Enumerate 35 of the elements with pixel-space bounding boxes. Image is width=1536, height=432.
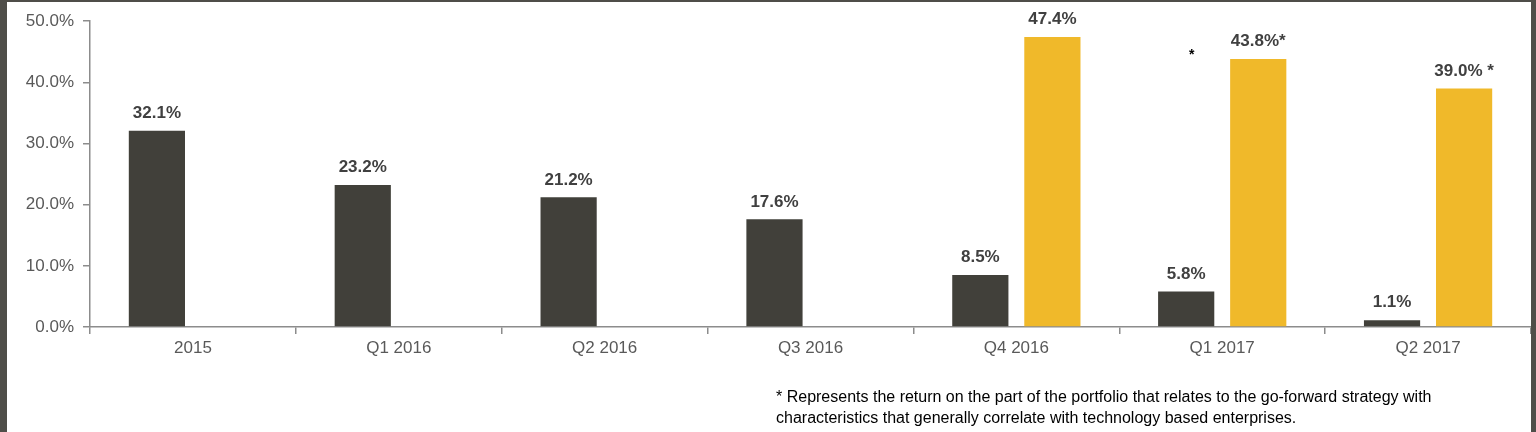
data-label: 23.2% xyxy=(338,157,387,177)
data-label: 17.6% xyxy=(750,191,799,211)
x-tick-label: Q4 2016 xyxy=(983,337,1049,357)
bar xyxy=(952,275,1009,327)
bar xyxy=(540,197,597,327)
bar xyxy=(1230,59,1287,327)
bar xyxy=(334,185,391,327)
y-tick-label: 20.0% xyxy=(25,194,74,214)
bar xyxy=(128,130,185,327)
bar xyxy=(1024,37,1081,327)
x-tick-label: Q3 2016 xyxy=(777,337,844,357)
x-tick-label: Q2 2016 xyxy=(572,337,638,357)
bar xyxy=(1158,291,1215,327)
data-label: 5.8% xyxy=(1166,263,1206,283)
data-label: 1.1% xyxy=(1372,292,1412,312)
y-tick-label: 0.0% xyxy=(35,316,74,336)
bar xyxy=(746,219,803,327)
x-tick-label: Q1 2016 xyxy=(366,337,432,357)
y-tick-label: 10.0% xyxy=(25,255,74,275)
y-tick-label: 50.0% xyxy=(25,10,74,30)
bar xyxy=(1363,320,1421,327)
y-tick-label: 30.0% xyxy=(25,133,74,153)
x-tick-label: Q1 2017 xyxy=(1189,337,1255,357)
y-tick-label: 40.0% xyxy=(25,72,74,92)
text: * Represents the return on the part of the portfolio that relates to the go-forward strategy with characteristics that generally correlate with technology based enterprises. xyxy=(776,387,1433,428)
data-label: 32.1% xyxy=(132,102,182,122)
annotation: * xyxy=(1189,46,1195,62)
x-tick-label: Q2 2017 xyxy=(1395,337,1461,357)
x-tick-label: 2015 xyxy=(174,337,212,357)
bar xyxy=(1436,88,1493,327)
data-label: 8.5% xyxy=(960,247,1000,267)
data-label: 21.2% xyxy=(544,169,593,189)
data-label: 43.8%* xyxy=(1230,31,1287,51)
data-label: 47.4% xyxy=(1028,9,1077,29)
data-label: 39.0% * xyxy=(1434,60,1495,80)
